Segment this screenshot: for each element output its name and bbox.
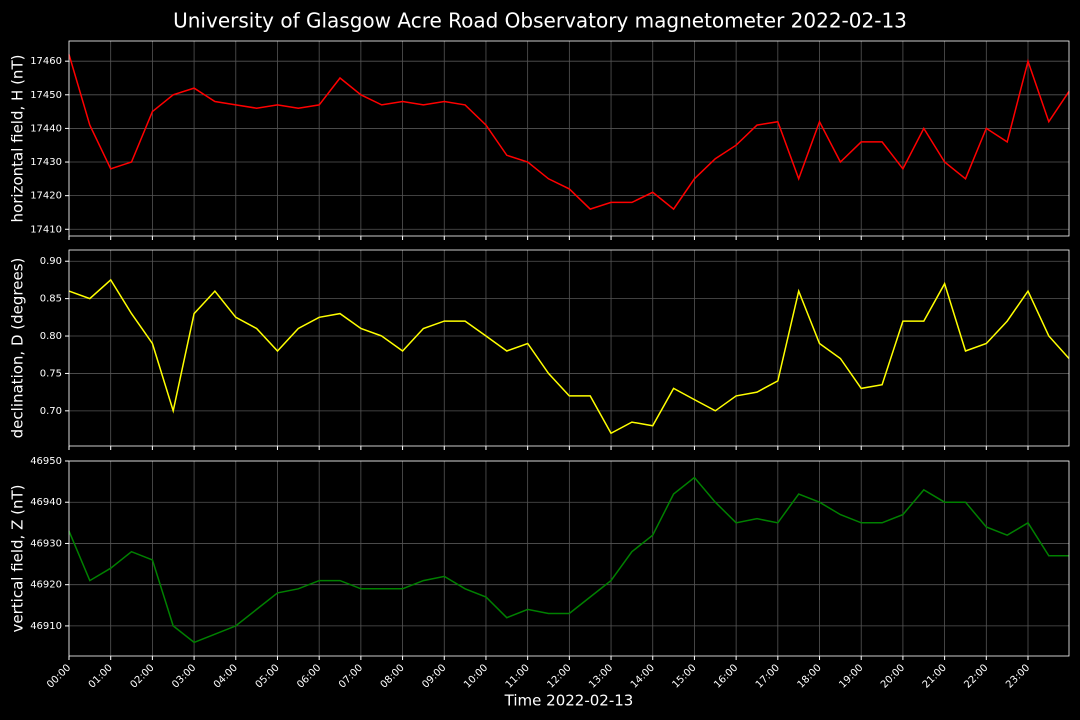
y-tick-label: 17450 — [30, 90, 62, 101]
data-line — [68, 278, 1070, 435]
plot-frame — [68, 40, 1070, 237]
y-tick-label: 17460 — [30, 56, 62, 67]
y-tick-label: 46910 — [30, 621, 62, 632]
plot-frame — [68, 460, 1070, 657]
y-tick-label: 46950 — [30, 456, 62, 467]
y-tick-label: 0.85 — [40, 294, 62, 305]
y-tick-label: 17430 — [30, 157, 62, 168]
y-tick-label: 0.80 — [40, 331, 62, 342]
y-tick-label: 46930 — [30, 538, 62, 549]
y-tick-label: 17410 — [30, 224, 62, 235]
y-tick-label: 0.75 — [40, 368, 62, 379]
y-tick-label: 0.90 — [40, 256, 62, 267]
y-axis-label: horizontal field, H (nT) — [9, 55, 27, 223]
y-axis-label: declination, D (degrees) — [9, 258, 27, 439]
y-tick-label: 17420 — [30, 191, 62, 202]
data-line — [68, 54, 1070, 211]
y-tick-label: 46940 — [30, 497, 62, 508]
data-line — [68, 476, 1069, 644]
x-axis-label: Time 2022-02-13 — [504, 692, 634, 710]
chart-title: University of Glasgow Acre Road Observat… — [173, 9, 907, 33]
y-tick-label: 46920 — [30, 580, 62, 591]
y-axis-label: vertical field, Z (nT) — [9, 484, 27, 632]
y-tick-label: 0.70 — [40, 406, 62, 417]
y-tick-label: 17440 — [30, 123, 62, 134]
plot-frame — [68, 249, 1070, 447]
